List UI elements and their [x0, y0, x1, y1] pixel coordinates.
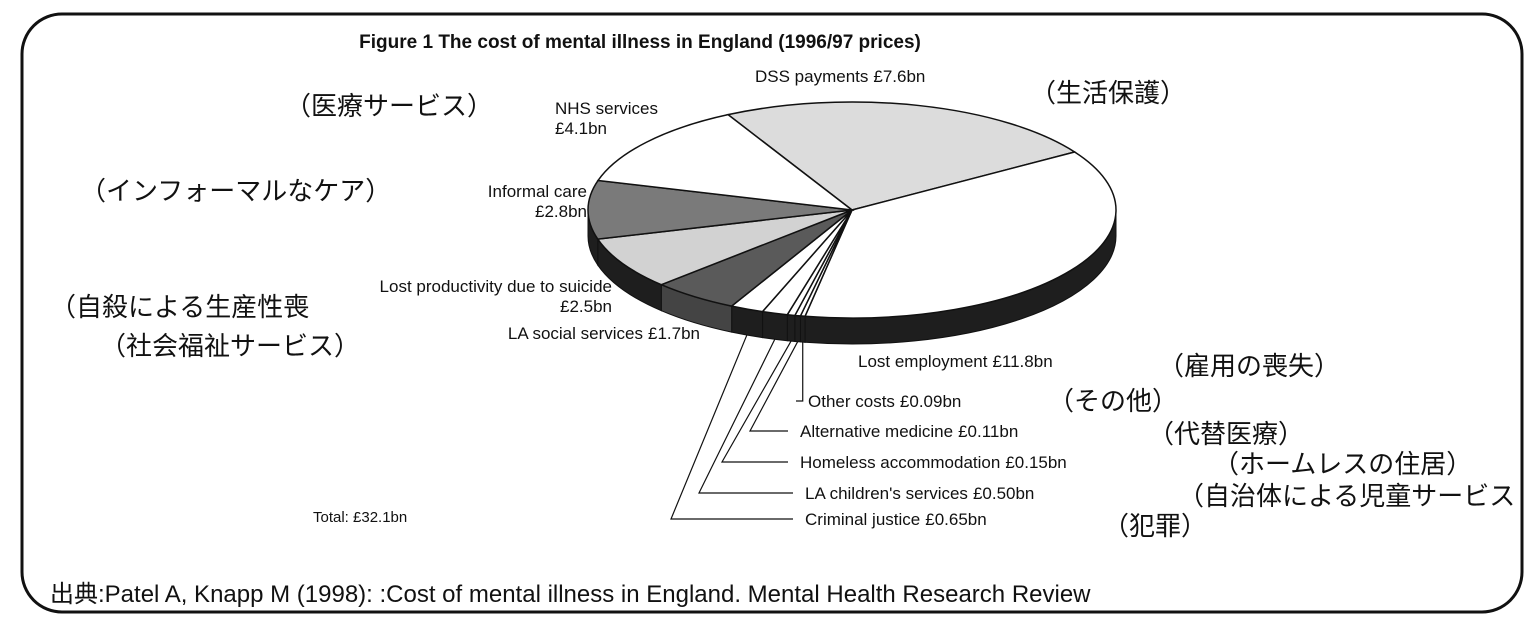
annotation: （その他）: [1048, 386, 1178, 416]
frame: [20, 12, 1524, 614]
slice-value: £7.6bn: [873, 67, 925, 86]
slice-value: £0.65bn: [925, 510, 986, 529]
annotation: （生活保護）: [1030, 78, 1186, 108]
pie-slice: [726, 101, 1077, 211]
slice-value: £0.09bn: [900, 392, 961, 411]
slice-label: LA social services £1.7bn: [508, 324, 700, 343]
slice-value: £1.7bn: [648, 324, 700, 343]
slice-category: DSS payments: [755, 67, 868, 86]
slice-category: Criminal justice: [805, 510, 920, 529]
slice-category: LA children's services: [805, 484, 968, 503]
slice-category: Alternative medicine: [800, 422, 953, 441]
slice-category: Informal care: [488, 182, 587, 201]
pie-side: [762, 311, 788, 342]
slice-label: Homeless accommodation £0.15bn: [800, 453, 1067, 472]
leader-line: [670, 334, 793, 520]
annotation: （犯罪）: [1103, 511, 1207, 541]
leader-line: [698, 339, 793, 494]
slice-label: Alternative medicine £0.11bn: [800, 422, 1018, 441]
pie-slice: [803, 151, 1117, 319]
slice-value: £0.50bn: [973, 484, 1034, 503]
slice-value: £11.8bn: [992, 352, 1052, 371]
pie-top: [587, 101, 1117, 319]
slice-category: Other costs: [808, 392, 895, 411]
slice-label: NHS services £4.1bn: [555, 99, 658, 138]
total-label: Total: £32.1bn: [313, 509, 407, 526]
slice-category: Homeless accommodation: [800, 453, 1000, 472]
slice-category: LA social services: [508, 324, 643, 343]
slice-label: Lost employment £11.8bn: [858, 352, 1053, 371]
slice-label: DSS payments £7.6bn: [755, 67, 925, 86]
leader-line: [748, 341, 799, 432]
slice-value: £0.11bn: [958, 422, 1018, 441]
pie-side: [799, 315, 806, 343]
chart-title: Figure 1 The cost of mental illness in E…: [359, 32, 921, 53]
slice-value: £4.1bn: [555, 119, 607, 138]
annotation: （代替医療）: [1148, 419, 1304, 449]
pie-slice: [587, 179, 853, 240]
slice-category: NHS services: [555, 99, 658, 118]
slice-value: £2.8bn: [535, 202, 587, 221]
slice-label: LA children's services £0.50bn: [805, 484, 1034, 503]
slice-category: Lost productivity due to suicide: [380, 277, 612, 296]
slice-label: Other costs £0.09bn: [808, 392, 961, 411]
annotation: （ホームレスの住居）: [1213, 449, 1472, 479]
annotation: （医療サービス）: [285, 91, 493, 121]
slice-label: Criminal justice £0.65bn: [805, 510, 987, 529]
slice-category: Lost employment: [858, 352, 988, 371]
slice-value: £0.15bn: [1005, 453, 1066, 472]
leader-line: [720, 340, 792, 463]
annotation: （社会福祉サービス）: [100, 331, 360, 361]
pie-side: [786, 314, 796, 342]
pie-slice: [596, 113, 855, 212]
leader-line: [796, 342, 804, 402]
slice-label: Lost productivity due to suicide £2.5bn: [380, 277, 612, 316]
annotation: （自殺による生産性喪: [50, 292, 309, 322]
source: 出典:Patel A, Knapp M (1998): :Cost of men…: [50, 581, 1091, 608]
annotation: （雇用の喪失）: [1158, 351, 1340, 381]
slice-label: Informal care £2.8bn: [488, 182, 587, 221]
pie-side: [794, 314, 801, 343]
slice-value: £2.5bn: [560, 297, 612, 316]
annotation: （自治体による児童サービス: [1178, 481, 1515, 511]
annotation: （インフォーマルなケア）: [80, 176, 391, 206]
pie-slice: [596, 209, 853, 286]
